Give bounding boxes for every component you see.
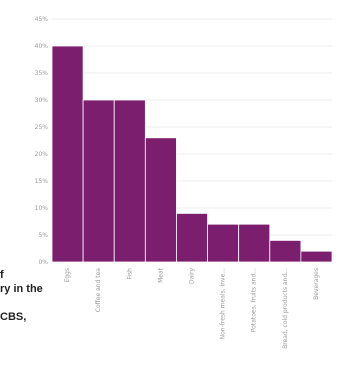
bar-2 (113, 99, 146, 263)
x-category-label-6: Potatoes, fruits and... (251, 268, 258, 332)
y-tick-label-3: 15% (35, 178, 49, 185)
bar-4 (176, 212, 208, 263)
y-tick-label-8: 40% (35, 43, 49, 50)
x-category-label-1: Coffee and tea (95, 268, 102, 313)
x-axis-category-labels: Eggs Coffee and tea Fish Meat Dairy Non-fresh… (64, 267, 320, 349)
y-tick-label-6: 30% (35, 97, 49, 104)
bar-0 (51, 45, 84, 263)
bar-6 (238, 223, 271, 263)
side-text-line-3: CBS, (0, 311, 27, 323)
bar-7 (269, 239, 302, 263)
y-tick-label-5: 25% (35, 124, 49, 131)
x-category-label-3: Meat (157, 267, 164, 283)
x-category-label-2: Fish (126, 268, 133, 280)
x-category-label-4: Dairy (189, 268, 196, 284)
x-category-label-5: Non-fresh meals, inve... (220, 268, 227, 339)
x-category-label-0: Eggs (64, 268, 71, 283)
bar-1 (82, 99, 115, 263)
y-tick-label-2: 10% (35, 205, 49, 212)
side-text-line-1: f (0, 269, 4, 281)
bars (51, 45, 333, 263)
x-category-label-8: Beverages (313, 268, 320, 300)
y-tick-label-4: 20% (35, 151, 49, 158)
y-tick-label-7: 35% (35, 70, 49, 77)
y-tick-label-1: 5% (38, 232, 48, 239)
y-tick-label-0: 0% (38, 259, 48, 266)
x-category-label-7: Bread, cold products and... (282, 268, 289, 349)
bar-5 (207, 223, 240, 263)
bar-8 (300, 250, 333, 263)
y-axis-tick-labels: 0% 5% 10% 15% 20% 25% 30% 35% 40% 45% (35, 16, 49, 266)
side-text-line-2: ry in the (0, 283, 43, 295)
y-tick-label-9: 45% (35, 16, 49, 23)
bar-3 (144, 137, 177, 263)
